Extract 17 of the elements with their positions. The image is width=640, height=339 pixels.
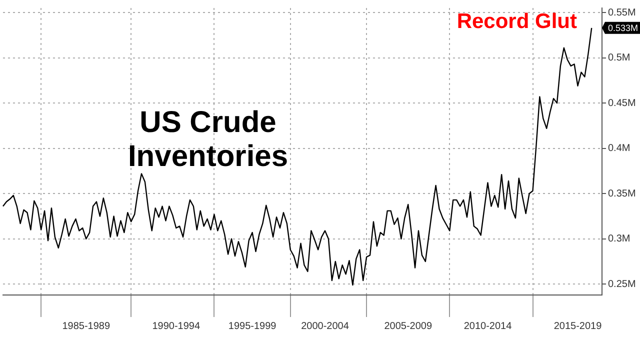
y-tick-label: 0.55M: [608, 7, 636, 18]
y-tick-label: 0.25M: [608, 278, 636, 290]
text: US Crude Inventories: [128, 106, 288, 173]
y-tick-label: 0.3M: [608, 234, 630, 245]
y-tick-label: 0.45M: [608, 98, 636, 109]
annotation: 0.533M: [608, 22, 638, 33]
y-tick-label: 0.4M: [608, 143, 630, 154]
x-tick-label: 1990-1994: [152, 320, 200, 332]
x-tick-label: 1985-1989: [62, 320, 110, 332]
y-tick-label: 0.5M: [608, 52, 630, 64]
x-tick-label: 2010-2014: [464, 320, 512, 332]
annotation: Record Glut: [456, 10, 577, 33]
x-tick-label: 2005-2009: [384, 320, 432, 332]
y-tick-label: 0.35M: [608, 188, 636, 200]
x-tick-label: 1995-1999: [228, 320, 277, 332]
x-tick-label: 2000-2004: [301, 320, 350, 332]
x-tick-label: 2015-2019: [554, 320, 602, 332]
